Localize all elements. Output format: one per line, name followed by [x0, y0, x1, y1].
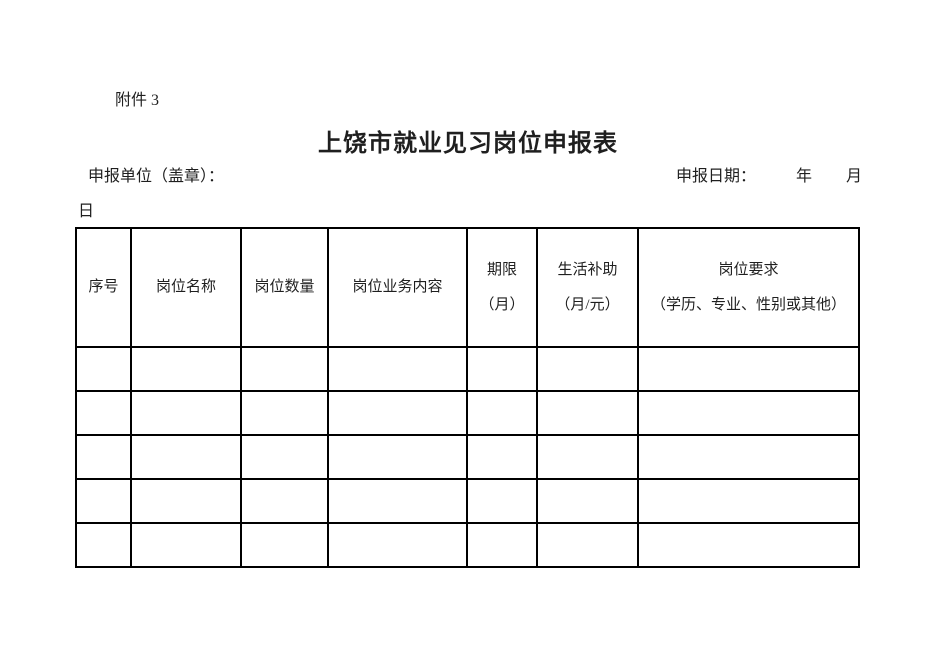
- declare-date-label: 申报日期：: [675, 168, 756, 185]
- empty-cell: [536, 390, 639, 436]
- table-header: 序号 岗位名称 岗位数量 岗位业务内容 期限 （月） 生活补助 （月/元）: [75, 227, 860, 348]
- empty-cell: [130, 390, 242, 436]
- col-header-position-name: 岗位名称: [130, 227, 242, 348]
- empty-cell: [130, 478, 242, 524]
- empty-cell: [536, 346, 639, 392]
- empty-cell: [637, 390, 860, 436]
- empty-cell: [466, 346, 538, 392]
- empty-cell: [637, 434, 860, 480]
- col-header-requirements: 岗位要求 （学历、专业、性别或其他）: [637, 227, 860, 348]
- empty-cell: [327, 390, 468, 436]
- col-header-position-count: 岗位数量: [240, 227, 329, 348]
- table-row: [75, 522, 860, 568]
- year-label: 年: [795, 168, 812, 185]
- table-row: [75, 346, 860, 392]
- col-header-duration: 期限 （月）: [466, 227, 538, 348]
- declare-date-group: 申报日期： 年 月: [676, 162, 862, 186]
- empty-cell: [637, 522, 860, 568]
- empty-cell: [327, 434, 468, 480]
- empty-cell: [536, 522, 639, 568]
- empty-cell: [637, 478, 860, 524]
- empty-cell: [130, 434, 242, 480]
- empty-cell: [327, 478, 468, 524]
- empty-cell: [327, 346, 468, 392]
- empty-cell: [75, 390, 132, 436]
- empty-cell: [240, 390, 329, 436]
- empty-cell: [466, 478, 538, 524]
- empty-cell: [240, 522, 329, 568]
- declare-unit-label: 申报单位（盖章）：: [88, 168, 225, 185]
- empty-cell: [75, 522, 132, 568]
- col-header-duties: 岗位业务内容: [327, 227, 468, 348]
- empty-cell: [536, 434, 639, 480]
- empty-cell: [240, 478, 329, 524]
- empty-cell: [327, 522, 468, 568]
- empty-cell: [130, 346, 242, 392]
- table-body: [75, 346, 860, 568]
- month-label: 月: [845, 168, 862, 185]
- table-row: [75, 434, 860, 480]
- document-title: 上饶市就业见习岗位申报表: [318, 131, 618, 157]
- header-row: 序号 岗位名称 岗位数量 岗位业务内容 期限 （月） 生活补助 （月/元）: [75, 227, 860, 348]
- empty-cell: [75, 434, 132, 480]
- empty-cell: [240, 434, 329, 480]
- empty-cell: [75, 346, 132, 392]
- empty-cell: [130, 522, 242, 568]
- empty-cell: [536, 478, 639, 524]
- empty-cell: [466, 390, 538, 436]
- empty-cell: [466, 522, 538, 568]
- day-label: 日: [78, 203, 95, 220]
- table-row: [75, 390, 860, 436]
- table-row: [75, 478, 860, 524]
- empty-cell: [75, 478, 132, 524]
- positions-table: 序号 岗位名称 岗位数量 岗位业务内容 期限 （月） 生活补助 （月/元）: [75, 227, 860, 568]
- meta-line: 申报单位（盖章）： 申报日期： 年 月: [88, 162, 862, 186]
- empty-cell: [240, 346, 329, 392]
- col-header-serial: 序号: [75, 227, 132, 348]
- attachment-label: 附件 3: [115, 92, 160, 109]
- empty-cell: [466, 434, 538, 480]
- empty-cell: [637, 346, 860, 392]
- col-header-allowance: 生活补助 （月/元）: [536, 227, 639, 348]
